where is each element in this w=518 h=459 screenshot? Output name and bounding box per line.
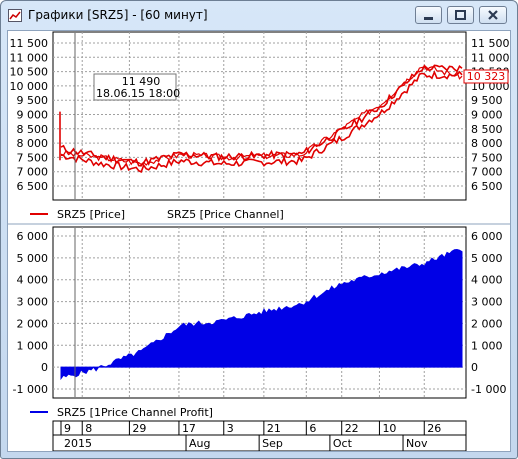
cursor-tooltip: [93, 73, 177, 101]
profit-tick-left: 0: [41, 361, 48, 374]
price-tick-right: 8 500: [471, 123, 503, 136]
day-label: 6: [309, 422, 316, 435]
price-tick-right: 7 500: [471, 151, 503, 164]
chart-area[interactable]: 11 500 11 000 10 500 10 000 9 500 9 000 8 500 8…: [7, 30, 511, 452]
day-label: 29: [132, 422, 146, 435]
chart-app-icon: [8, 9, 22, 22]
close-icon: [488, 10, 498, 20]
profit-legend-label: SRZ5 [1Price Channel Profit]: [57, 406, 213, 419]
day-label: 22: [345, 422, 359, 435]
profit-tick-left: 1 000: [17, 339, 49, 352]
window-title: Графики [SRZ5] - [60 минут]: [28, 8, 208, 22]
price-tick-left: 8 000: [17, 137, 49, 150]
profit-legend: SRZ5 [1Price Channel Profit]: [30, 406, 213, 419]
day-label: 10: [382, 422, 396, 435]
price-channel-lower-line: [61, 70, 463, 173]
price-tick-right: 11 000: [471, 51, 510, 64]
time-axis[interactable]: 9 8 29 17 3 21 6 22 10 26 2015 Aug Sep Oct Nov: [52, 420, 467, 452]
profit-tick-left: 2 000: [17, 317, 49, 330]
price-tick-right: 8 000: [471, 137, 503, 150]
profit-tick-left: -1 000: [13, 383, 48, 396]
minimize-icon: [424, 17, 433, 20]
price-tick-right: 11 500: [471, 37, 510, 50]
profit-tick-left: 5 000: [17, 252, 49, 265]
profit-tick-right: 5 000: [471, 252, 503, 265]
day-label: 17: [182, 422, 196, 435]
price-tick-left: 7 500: [17, 151, 49, 164]
price-tick-left: 9 500: [17, 94, 49, 107]
price-tick-right: 6 500: [471, 180, 503, 193]
month-label: Aug: [189, 437, 210, 450]
price-channel-legend-label: SRZ5 [Price Channel]: [167, 208, 284, 221]
price-tick-left: 10 500: [10, 66, 49, 79]
profit-tick-right: 1 000: [471, 339, 503, 352]
profit-tick-left: 4 000: [17, 274, 49, 287]
day-label: 3: [227, 422, 234, 435]
profit-tick-right: 3 000: [471, 296, 503, 309]
month-label: Sep: [262, 437, 283, 450]
day-label: 21: [267, 422, 281, 435]
price-series-group: [59, 64, 463, 173]
profit-tick-left: 3 000: [17, 296, 49, 309]
last-price-label: 10 323: [467, 70, 506, 83]
price-tick-right: 9 000: [471, 109, 503, 122]
profit-panel[interactable]: 6 000 5 000 4 000 3 000 2 000 1 000 0 -1 000 6 …: [13, 226, 507, 399]
price-legend: SRZ5 [Price] SRZ5 [Price Channel]: [30, 208, 284, 221]
cursor-value: 11 490: [122, 75, 161, 88]
price-line: [60, 66, 463, 166]
profit-tick-left: 6 000: [17, 230, 49, 243]
price-tick-left: 6 500: [17, 180, 49, 193]
last-price-badge: [463, 69, 509, 84]
close-button[interactable]: [479, 6, 507, 24]
price-legend-label: SRZ5 [Price]: [57, 208, 125, 221]
profit-tick-right: -1 000: [471, 383, 506, 396]
profit-tick-right: 2 000: [471, 317, 503, 330]
month-label: Nov: [406, 437, 428, 450]
profit-tick-right: 0: [471, 361, 478, 374]
month-label: 2015: [64, 437, 92, 450]
profit-axis-right: 6 000 5 000 4 000 3 000 2 000 1 000 0 -1 000: [471, 230, 506, 396]
price-tick-left: 7 000: [17, 166, 49, 179]
maximize-icon: [455, 10, 466, 20]
profit-series-group: [60, 248, 463, 381]
price-tick-right: 9 500: [471, 94, 503, 107]
profit-tick-right: 4 000: [471, 274, 503, 287]
price-tick-left: 9 000: [17, 109, 49, 122]
time-axis-days: 9 8 29 17 3 21 6 22 10 26: [60, 421, 441, 435]
price-tick-left: 11 500: [10, 37, 49, 50]
day-label: 9: [64, 422, 71, 435]
day-label: 8: [85, 422, 92, 435]
price-tick-left: 10 000: [10, 80, 49, 93]
profit-tick-right: 6 000: [471, 230, 503, 243]
minimize-button[interactable]: [415, 6, 442, 24]
title-bar[interactable]: Графики [SRZ5] - [60 минут]: [1, 1, 517, 31]
day-label: 26: [427, 422, 441, 435]
price-tick-right: 7 000: [471, 166, 503, 179]
maximize-button[interactable]: [447, 6, 474, 24]
price-tick-left: 8 500: [17, 123, 49, 136]
cursor-date: 18.06.15 18:00: [96, 87, 180, 100]
month-label: Oct: [333, 437, 353, 450]
profit-area: [60, 248, 463, 381]
price-tick-left: 11 000: [10, 51, 49, 64]
time-axis-months: 2015 Aug Sep Oct Nov: [64, 435, 428, 451]
profit-axis-left: 6 000 5 000 4 000 3 000 2 000 1 000 0 -1 000: [13, 230, 48, 396]
